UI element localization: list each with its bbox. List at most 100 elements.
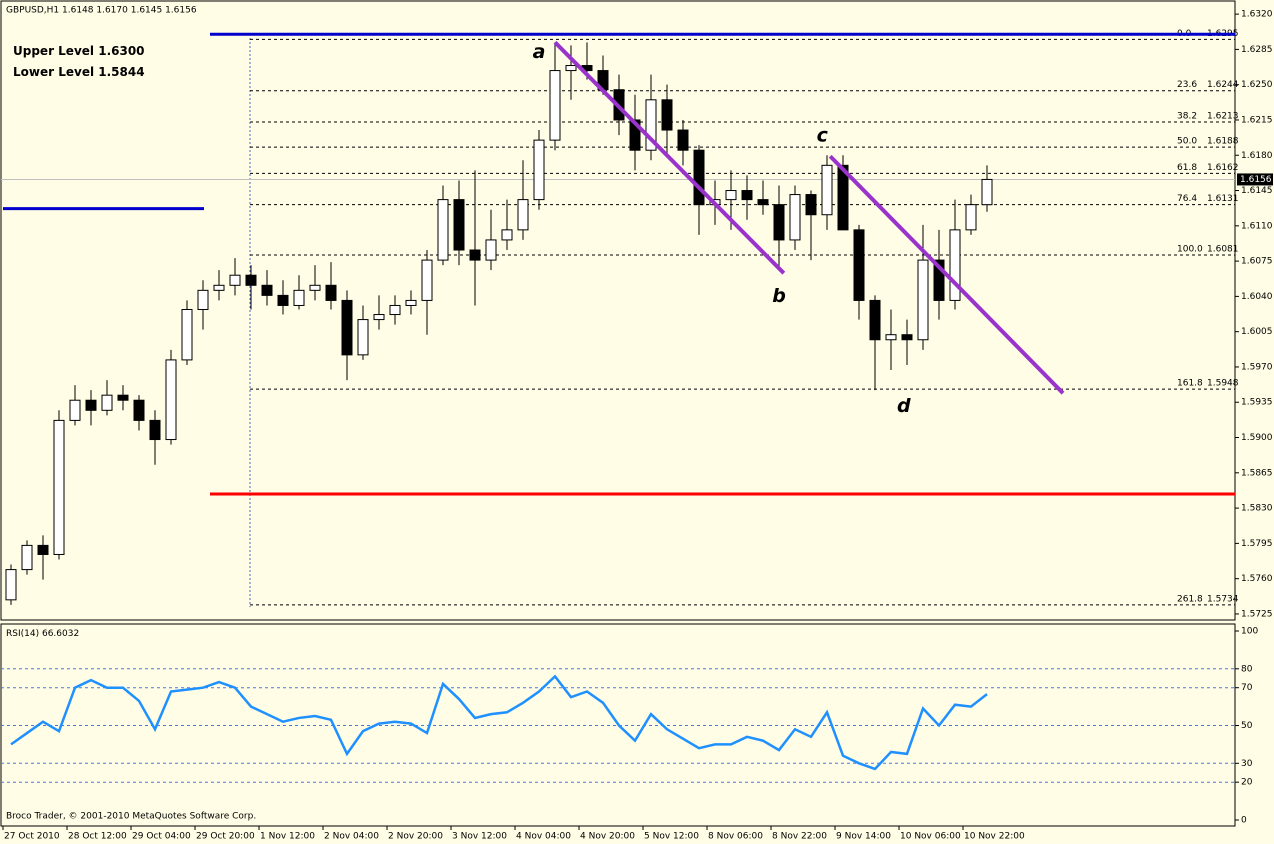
x-tick-label: 29 Oct 04:00	[132, 832, 191, 842]
y-tick-label: 1.6215	[1241, 115, 1273, 125]
candle-body	[373, 314, 385, 321]
rsi-tick-label: 50	[1241, 721, 1253, 731]
candle-body	[341, 299, 353, 356]
x-tick-label: 4 Nov 04:00	[516, 832, 571, 842]
candle-body	[949, 229, 961, 301]
candle-body	[389, 304, 401, 316]
rsi-name: RSI(14)	[6, 629, 39, 639]
candle-body	[533, 139, 545, 201]
candle-body	[165, 359, 177, 441]
candle-body	[933, 259, 945, 301]
fib-price: 1.5948	[1207, 379, 1239, 389]
candle-body	[821, 164, 833, 216]
candle-body	[245, 274, 257, 286]
candle-body	[101, 394, 113, 411]
candle-body	[133, 399, 145, 421]
candle-body	[5, 569, 17, 601]
rsi-tick-label: 70	[1241, 683, 1253, 693]
candle-body	[805, 194, 817, 216]
candle-body	[453, 199, 465, 251]
candle-body	[565, 65, 577, 72]
fib-ratio: 61.8	[1177, 163, 1197, 173]
y-tick-label: 1.6005	[1241, 327, 1273, 337]
candle-body	[725, 190, 737, 201]
y-tick-label: 1.5935	[1241, 398, 1273, 408]
y-tick-label: 1.6075	[1241, 257, 1273, 267]
rsi-title: RSI(14) 66.6032	[6, 629, 79, 639]
wave-label: d	[897, 395, 911, 417]
fib-ratio: 76.4	[1177, 194, 1197, 204]
x-tick-label: 29 Oct 20:00	[196, 832, 255, 842]
x-tick-label: 2 Nov 20:00	[388, 832, 443, 842]
candle-body	[85, 399, 97, 411]
x-tick-label: 1 Nov 12:00	[260, 832, 315, 842]
candle-body	[181, 308, 193, 361]
candle-body	[405, 299, 417, 306]
x-tick-label: 27 Oct 2010	[4, 832, 60, 842]
candle-body	[853, 229, 865, 301]
candle-body	[869, 299, 881, 341]
fib-ratio: 23.6	[1177, 80, 1197, 90]
rsi-value: 66.6032	[42, 629, 79, 639]
candle-body	[485, 239, 497, 261]
x-tick-label: 8 Nov 06:00	[708, 832, 763, 842]
x-tick-label: 2 Nov 04:00	[324, 832, 379, 842]
fib-price: 1.5734	[1207, 594, 1239, 604]
candle-body	[53, 419, 65, 555]
candle-body	[677, 129, 689, 151]
candle-body	[117, 394, 129, 401]
x-tick-label: 10 Nov 06:00	[900, 832, 961, 842]
y-tick-label: 1.5760	[1241, 574, 1273, 584]
y-tick-label: 1.5970	[1241, 362, 1273, 372]
candle-body	[437, 199, 449, 261]
candle-body	[757, 199, 769, 206]
candle-body	[885, 334, 897, 341]
fib-price: 1.6131	[1207, 194, 1239, 204]
rsi-tick-label: 100	[1241, 627, 1258, 637]
candle-body	[69, 399, 81, 421]
y-tick-label: 1.5865	[1241, 468, 1273, 478]
level-label: Upper Level 1.6300	[13, 44, 145, 58]
fib-price: 1.6213	[1207, 111, 1239, 121]
rsi-tick-label: 80	[1241, 664, 1253, 674]
fib-price: 1.6162	[1207, 163, 1239, 173]
trendline	[553, 40, 786, 275]
level-label: Lower Level 1.5844	[13, 65, 145, 79]
x-tick-label: 9 Nov 14:00	[836, 832, 891, 842]
x-tick-label: 4 Nov 20:00	[580, 832, 635, 842]
wave-label: a	[533, 41, 546, 63]
wave-label: b	[772, 285, 786, 307]
rsi-tick-label: 20	[1241, 778, 1253, 788]
candle-body	[501, 229, 513, 241]
candle-body	[837, 164, 849, 231]
rsi-tick-label: 0	[1241, 816, 1247, 826]
y-tick-label: 1.6145	[1241, 186, 1273, 196]
chart-title: GBPUSD,H1 1.6148 1.6170 1.6145 1.6156	[6, 6, 197, 16]
candle-body	[293, 289, 305, 306]
candle-body	[261, 284, 273, 296]
y-tick-label: 1.5795	[1241, 539, 1273, 549]
candle-body	[21, 544, 33, 571]
candle-body	[901, 334, 913, 341]
rsi-tick-label: 30	[1241, 759, 1253, 769]
candle-body	[229, 274, 241, 286]
candle-body	[789, 194, 801, 241]
candle-body	[645, 99, 657, 151]
x-tick-label: 3 Nov 12:00	[452, 832, 507, 842]
candle-body	[773, 204, 785, 241]
fib-price: 1.6244	[1207, 80, 1239, 90]
price-tag-label: 1.6156	[1240, 175, 1272, 185]
fib-price: 1.6188	[1207, 137, 1239, 147]
wave-label: c	[817, 125, 829, 147]
fib-ratio: 161.8	[1177, 379, 1203, 389]
footer: Broco Trader, © 2001-2010 MetaQuotes Sof…	[6, 812, 256, 822]
candle-body	[661, 99, 673, 131]
level-name: Lower Level	[13, 65, 94, 79]
candle-body	[277, 294, 289, 306]
candle-body	[325, 284, 337, 301]
fib-price: 1.6081	[1207, 245, 1239, 255]
candle-body	[629, 119, 641, 151]
y-tick-label: 1.6110	[1241, 221, 1273, 231]
